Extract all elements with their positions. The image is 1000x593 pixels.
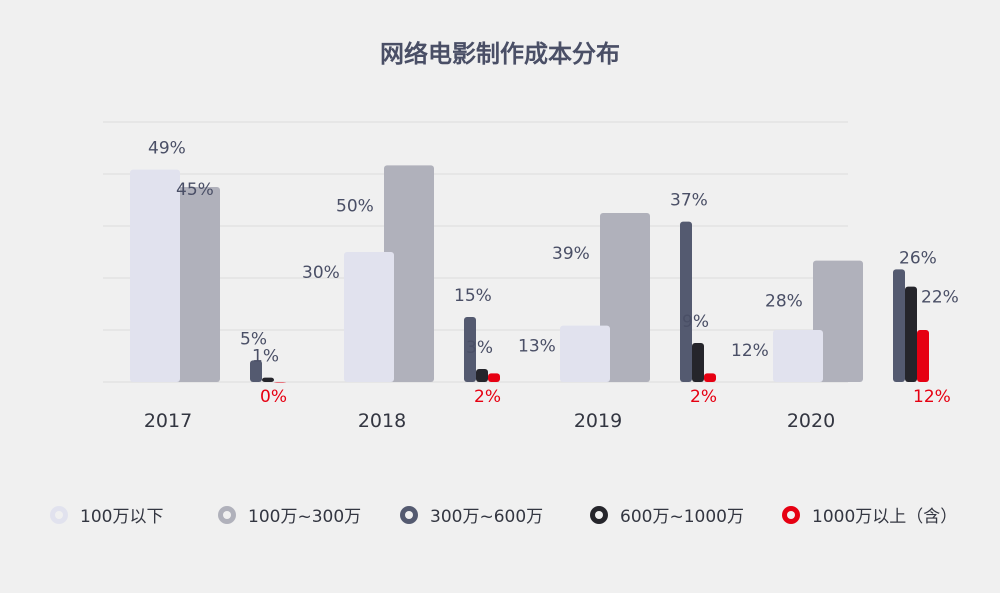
- chart-title: 网络电影制作成本分布: [380, 40, 620, 68]
- bar-2020-4: [917, 330, 929, 382]
- bar-2018-2: [464, 317, 476, 382]
- bar-2018-3: [476, 369, 488, 382]
- bar-2017-0: [130, 169, 180, 382]
- category-label: 2018: [358, 410, 406, 432]
- data-label-2019-3: 9%: [682, 312, 709, 332]
- bar-2020-1: [813, 260, 863, 382]
- data-label-2020-3: 22%: [921, 288, 959, 308]
- data-label-2017-0: 49%: [148, 139, 186, 159]
- bar-2018-1: [384, 165, 434, 382]
- legend-item: 600万~1000万: [590, 502, 744, 527]
- category-label: 2020: [787, 410, 835, 432]
- bar-2017-2: [250, 360, 262, 382]
- legend-label: 600万~1000万: [620, 507, 744, 527]
- data-label-2019-0: 13%: [518, 337, 556, 357]
- legend-item: 300万~600万: [400, 502, 543, 527]
- legend: 100万以下 100万~300万 300万~600万 600万~1000万 1000万以…: [0, 502, 1000, 528]
- category-labels: 2017 2018 2019 2020: [144, 410, 835, 432]
- legend-label: 100万以下: [80, 507, 164, 527]
- legend-label: 1000万以上（含）: [812, 507, 958, 527]
- data-label-2020-2: 26%: [899, 248, 937, 268]
- legend-swatch: [218, 505, 236, 524]
- legend-swatch: [782, 505, 800, 524]
- data-label-2018-2: 15%: [454, 286, 492, 306]
- data-labels: 49% 45% 5%1% 0% 30% 50% 15% 3% 2% 13% 39% 37% 9% 2% 12…: [148, 139, 959, 407]
- data-label-2018-1: 50%: [336, 196, 374, 216]
- bar-2019-2: [680, 221, 692, 382]
- data-label-2017-4: 0%: [260, 387, 287, 407]
- bar-2017-3: [262, 377, 274, 382]
- data-label-2018-4: 2%: [474, 387, 501, 407]
- bar-2020-0: [773, 330, 823, 382]
- category-label: 2017: [144, 410, 192, 432]
- data-label-2019-1: 39%: [552, 244, 590, 264]
- category-label: 2019: [574, 410, 622, 432]
- bar-2017-4: [274, 382, 286, 383]
- bar-2020-2: [893, 269, 905, 382]
- legend-swatch: [400, 505, 418, 524]
- bar-2018-0: [344, 252, 394, 382]
- data-label-2018-3: 3%: [466, 338, 493, 358]
- bar-2019-3: [692, 343, 704, 382]
- data-label-2017-2: 5%: [240, 329, 267, 349]
- data-label-2020-1: 28%: [765, 292, 803, 312]
- legend-label: 100万~300万: [248, 507, 362, 527]
- bar-2019-4: [704, 373, 716, 382]
- data-label-2019-4: 2%: [690, 387, 717, 407]
- legend-label: 300万~600万: [430, 507, 544, 527]
- data-label-2017-1: 45%: [176, 180, 214, 200]
- bar-2017-1: [170, 187, 220, 382]
- bar-2020-3: [905, 286, 917, 382]
- legend-item: 100万~300万: [218, 502, 361, 527]
- data-label-2020-0: 12%: [731, 341, 769, 361]
- data-label-2018-0: 30%: [302, 263, 340, 283]
- legend-swatch: [50, 505, 68, 524]
- bar-2018-4: [488, 373, 500, 382]
- bar-chart: 49% 45% 5%1% 0% 30% 50% 15% 3% 2% 13% 39% 37% 9% 2% 12…: [103, 121, 959, 432]
- bar-2019-0: [560, 325, 610, 382]
- bar-2019-1: [600, 213, 650, 382]
- legend-item: 1000万以上（含）: [782, 502, 957, 527]
- data-label-2020-4: 12%: [913, 387, 951, 407]
- legend-swatch: [590, 505, 608, 524]
- data-label-2017-3: 1%: [252, 347, 279, 367]
- data-label-2019-2: 37%: [670, 191, 708, 211]
- bars: [130, 165, 929, 383]
- legend-item: 100万以下: [50, 502, 163, 527]
